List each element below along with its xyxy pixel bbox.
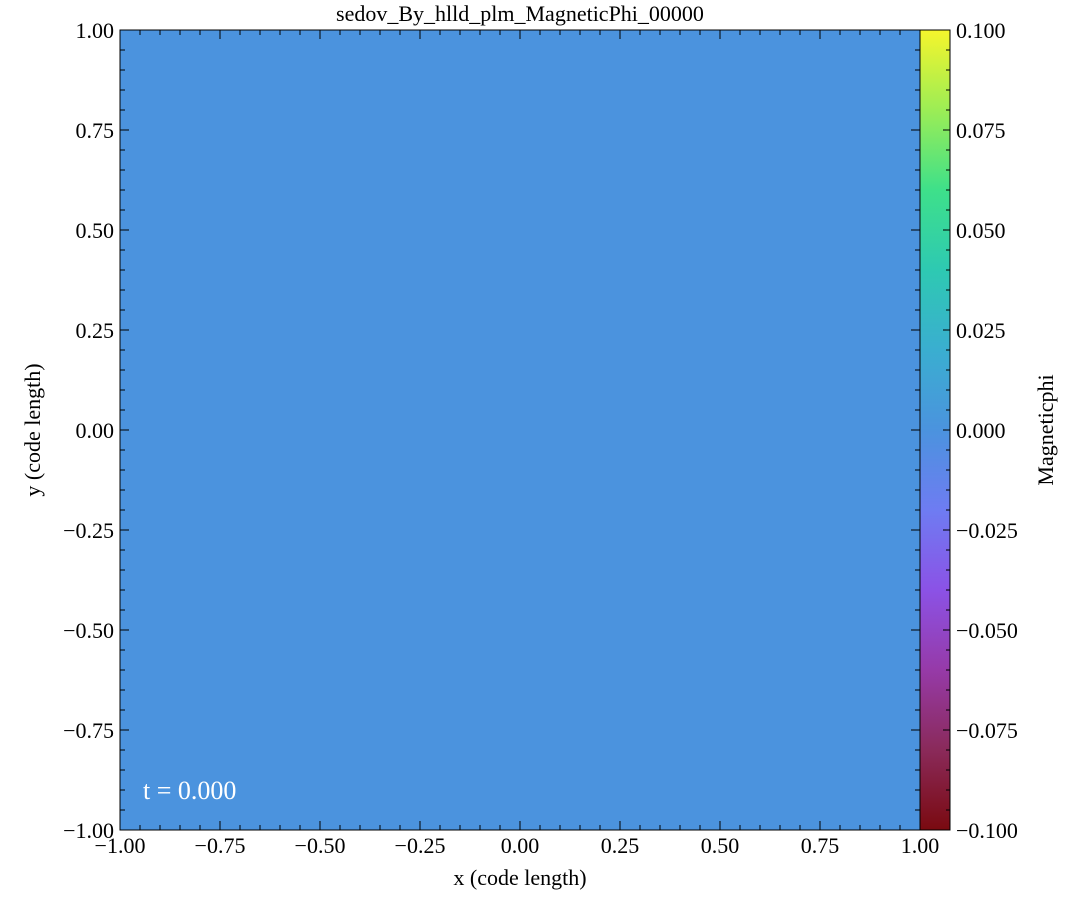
x-tick-label: 0.50 (701, 833, 740, 858)
chart-title: sedov_By_hlld_plm_MagneticPhi_00000 (336, 1, 704, 26)
colorbar-tick-label: 0.000 (956, 418, 1006, 443)
colorbar-tick-label: 0.100 (956, 18, 1006, 43)
y-tick-label: −1.00 (63, 818, 114, 843)
colorbar-tick-label: 0.075 (956, 118, 1006, 143)
x-tick-label: −0.25 (395, 833, 446, 858)
time-annotation: t = 0.000 (143, 776, 236, 805)
x-tick-label: −0.50 (295, 833, 346, 858)
heatmap-field (120, 30, 920, 830)
y-tick-label: 0.75 (76, 118, 115, 143)
x-tick-label: 0.25 (601, 833, 640, 858)
colorbar-tick-label: −0.075 (956, 718, 1018, 743)
colorbar-tick-label: 0.050 (956, 218, 1006, 243)
y-tick-label: 0.00 (76, 418, 115, 443)
x-tick-label: −1.00 (95, 833, 146, 858)
x-axis-ticks: −1.00 −0.75 −0.50 −0.25 0.00 0.25 0.50 0.75 1.00 (95, 30, 940, 858)
colorbar-tick-label: −0.100 (956, 818, 1018, 843)
colorbar-label: Magneticphi (1033, 374, 1058, 485)
y-tick-label: −0.25 (63, 518, 114, 543)
y-tick-label: 0.50 (76, 218, 115, 243)
y-axis-ticks: −1.00 −0.75 −0.50 −0.25 0.00 0.25 0.50 0.75 1.00 (63, 18, 920, 843)
x-tick-label: 0.00 (501, 833, 540, 858)
colorbar-tick-label: −0.050 (956, 618, 1018, 643)
colorbar-ticks: −0.100 −0.075 −0.050 −0.025 0.000 0.025 0.050 0… (943, 18, 1018, 843)
y-tick-label: 1.00 (76, 18, 115, 43)
y-tick-label: −0.75 (63, 718, 114, 743)
y-axis-label: y (code length) (20, 363, 45, 496)
x-tick-label: −0.75 (195, 833, 246, 858)
y-tick-label: 0.25 (76, 318, 115, 343)
y-tick-label: −0.50 (63, 618, 114, 643)
x-tick-label: 0.75 (801, 833, 840, 858)
colorbar-tick-label: 0.025 (956, 318, 1006, 343)
x-axis-label: x (code length) (453, 865, 586, 890)
colorbar-tick-label: −0.025 (956, 518, 1018, 543)
x-tick-label: 1.00 (901, 833, 940, 858)
